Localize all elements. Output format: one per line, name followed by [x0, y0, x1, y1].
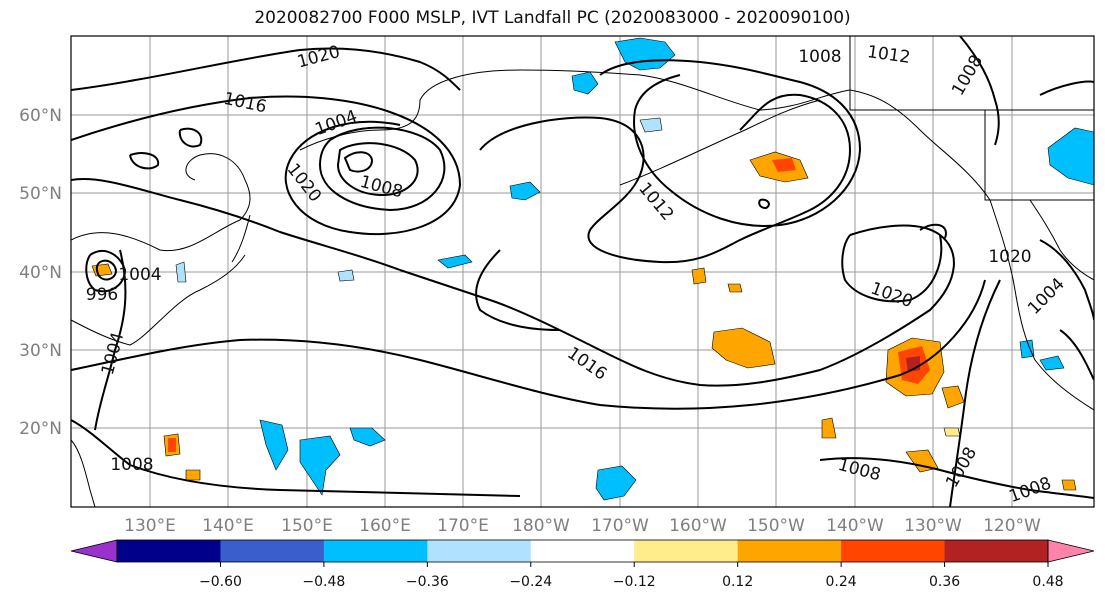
colorbar-tick-label: −0.60 — [199, 574, 242, 590]
ivt-positive-region — [185, 469, 201, 481]
ivt-positive-region — [91, 263, 113, 277]
longitude-label: 140°W — [826, 516, 884, 536]
ivt-negative-region — [639, 117, 663, 133]
contour-label: 996 — [86, 285, 118, 305]
ivt-positive-region — [711, 327, 776, 369]
colorbar-segment — [634, 540, 739, 562]
colorbar-segment — [427, 540, 532, 562]
colorbar-segment — [841, 540, 946, 562]
colorbar-segment — [737, 540, 842, 562]
longitude-label: 160°E — [359, 516, 411, 536]
ivt-negative-region — [595, 465, 637, 501]
latitude-label: 40°N — [19, 263, 62, 283]
ivt-negative-region — [571, 71, 599, 95]
latitude-labels: 60°N 50°N 40°N 30°N 20°N — [19, 106, 62, 439]
latitude-label: 30°N — [19, 341, 62, 361]
ivt-negative-region — [1019, 339, 1035, 359]
longitude-label: 130°E — [124, 516, 176, 536]
colorbar-segment — [530, 540, 635, 562]
ivt-negative-region — [337, 269, 355, 282]
graticule — [71, 36, 1094, 507]
map-frame — [70, 35, 1095, 508]
colorbar-tick-label: −0.36 — [406, 574, 449, 590]
colorbar-extend-high — [1047, 539, 1095, 563]
ivt-positive-region — [691, 267, 707, 285]
ivt-positive-region — [821, 417, 837, 439]
coastlines — [71, 36, 1094, 507]
colorbar-tick-label: −0.24 — [509, 574, 552, 590]
contour-label: 1008 — [798, 47, 841, 67]
contour-label: 1004 — [118, 265, 161, 285]
ivt-negative-region — [299, 435, 341, 496]
colorbar-segment — [220, 540, 325, 562]
ivt-negative-region — [509, 181, 541, 201]
longitude-label: 170°W — [591, 516, 649, 536]
ivt-positive-region — [727, 283, 743, 293]
latitude-label: 20°N — [19, 419, 62, 439]
ivt-positive-region — [943, 427, 961, 437]
ivt-negative-region — [349, 427, 386, 447]
colorbar-tick-label: 0.36 — [929, 574, 960, 590]
ivt-negative-region — [437, 254, 473, 269]
mslp-contours — [71, 36, 1094, 507]
colorbar: −0.60 −0.48 −0.36 −0.24 −0.12 0.12 0.24 0.36 0.4… — [70, 539, 1095, 590]
colorbar-tick-label: −0.48 — [302, 574, 345, 590]
latitude-label: 50°N — [19, 184, 62, 204]
map-title: 2020082700 F000 MSLP, IVT Landfall PC (2… — [254, 8, 851, 28]
colorbar-tick-label: 0.12 — [722, 574, 753, 590]
colorbar-tick-label: 0.24 — [826, 574, 857, 590]
ivt-negative-region — [1047, 127, 1094, 186]
longitude-labels: 130°E 140°E 150°E 160°E 170°E 180°W 170°W 160°W… — [124, 516, 1041, 536]
longitude-label: 170°E — [437, 516, 489, 536]
longitude-label: 130°W — [904, 516, 962, 536]
ivt-negative-region — [175, 261, 187, 283]
colorbar-frame — [116, 539, 1049, 563]
ivt-positive-region — [168, 438, 176, 452]
longitude-label: 180°W — [512, 516, 570, 536]
colorbar-segment — [323, 540, 428, 562]
ivt-negative-region — [1039, 355, 1065, 371]
longitude-label: 150°W — [747, 516, 805, 536]
longitude-label: 150°E — [281, 516, 333, 536]
ivt-positive-region — [1061, 479, 1077, 491]
longitude-label: 160°W — [669, 516, 727, 536]
colorbar-extend-low — [70, 539, 118, 563]
colorbar-tick-label: −0.12 — [613, 574, 656, 590]
ivt-negative-region — [259, 419, 289, 471]
contour-label: 1008 — [110, 455, 153, 475]
longitude-label: 140°E — [202, 516, 254, 536]
colorbar-segment — [117, 540, 221, 562]
colorbar-tick-label: 0.48 — [1032, 574, 1063, 590]
colorbar-segment — [944, 540, 1049, 562]
longitude-label: 120°W — [983, 516, 1041, 536]
ivt-positive-region — [772, 158, 796, 172]
contour-label: 1020 — [988, 247, 1031, 267]
latitude-label: 60°N — [19, 106, 62, 126]
